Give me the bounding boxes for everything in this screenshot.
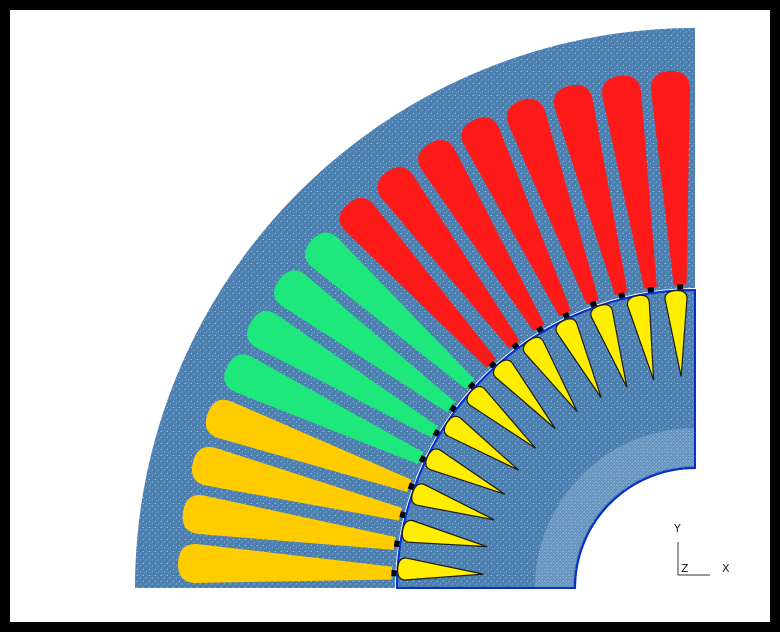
rotor-bar [425, 448, 506, 495]
z-axis-label: Z [681, 562, 689, 575]
rotor-bars [396, 289, 688, 581]
rotor-bar [411, 483, 495, 521]
slot-opening [647, 286, 655, 294]
rotor-bar [492, 359, 556, 430]
rotor-bar [401, 519, 488, 548]
fem-mesh-view[interactable]: Y Z X [10, 10, 770, 622]
slot-opening [677, 284, 684, 291]
rotor-bar [396, 557, 484, 581]
rotor-bar [443, 415, 520, 471]
rotor-bar [664, 289, 688, 377]
coil-slot [461, 117, 572, 317]
axis-triad: Y Z X [673, 522, 730, 576]
rotor-bar [522, 336, 578, 413]
stator-coils [178, 71, 690, 583]
coil-slot [205, 399, 412, 492]
rotor-bar [466, 385, 537, 449]
rotor-bar [626, 294, 655, 381]
slot-opening [393, 540, 401, 548]
rotor-bar [590, 304, 628, 388]
y-axis-label: Y [673, 522, 681, 535]
coil-slot [650, 71, 690, 286]
coil-slot [377, 167, 520, 349]
coil-slot [602, 75, 657, 289]
coil-slot [224, 354, 424, 465]
coil-slot [553, 84, 628, 296]
slot-opening [391, 570, 398, 577]
rotor-bar [555, 318, 602, 399]
coil-slot [182, 495, 396, 550]
coil-slot [274, 270, 456, 413]
coil-slot [418, 140, 545, 332]
coil-slot [506, 98, 599, 305]
coil-slot [178, 543, 393, 583]
viewport[interactable]: Y Z X [10, 10, 770, 622]
coil-slot [191, 446, 403, 521]
shaft-mesh-refinement [535, 428, 695, 588]
coil-slot [339, 197, 496, 368]
coil-slot [247, 311, 439, 438]
coil-slot [304, 232, 475, 389]
x-axis-label: X [722, 562, 730, 575]
